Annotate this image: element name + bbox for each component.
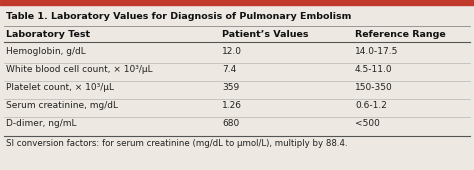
Text: 12.0: 12.0 <box>222 47 242 56</box>
Text: Reference Range: Reference Range <box>355 30 446 39</box>
Text: Platelet count, × 10³/μL: Platelet count, × 10³/μL <box>6 83 114 92</box>
Text: 150-350: 150-350 <box>355 83 393 92</box>
Text: D-dimer, ng/mL: D-dimer, ng/mL <box>6 119 76 128</box>
Text: Serum creatinine, mg/dL: Serum creatinine, mg/dL <box>6 101 118 110</box>
Text: 7.4: 7.4 <box>222 65 236 74</box>
Text: SI conversion factors: for serum creatinine (mg/dL to μmol/L), multiply by 88.4.: SI conversion factors: for serum creatin… <box>6 139 347 148</box>
Text: <500: <500 <box>355 119 380 128</box>
Text: 1.26: 1.26 <box>222 101 242 110</box>
Text: White blood cell count, × 10³/μL: White blood cell count, × 10³/μL <box>6 65 153 74</box>
Bar <box>0 0 474 5</box>
Text: 14.0-17.5: 14.0-17.5 <box>355 47 398 56</box>
Text: 680: 680 <box>222 119 239 128</box>
Text: Table 1. Laboratory Values for Diagnosis of Pulmonary Embolism: Table 1. Laboratory Values for Diagnosis… <box>6 12 351 21</box>
Text: Laboratory Test: Laboratory Test <box>6 30 90 39</box>
Text: 4.5-11.0: 4.5-11.0 <box>355 65 392 74</box>
Text: 359: 359 <box>222 83 239 92</box>
Text: 0.6-1.2: 0.6-1.2 <box>355 101 387 110</box>
Text: Hemoglobin, g/dL: Hemoglobin, g/dL <box>6 47 86 56</box>
Text: Patient’s Values: Patient’s Values <box>222 30 309 39</box>
